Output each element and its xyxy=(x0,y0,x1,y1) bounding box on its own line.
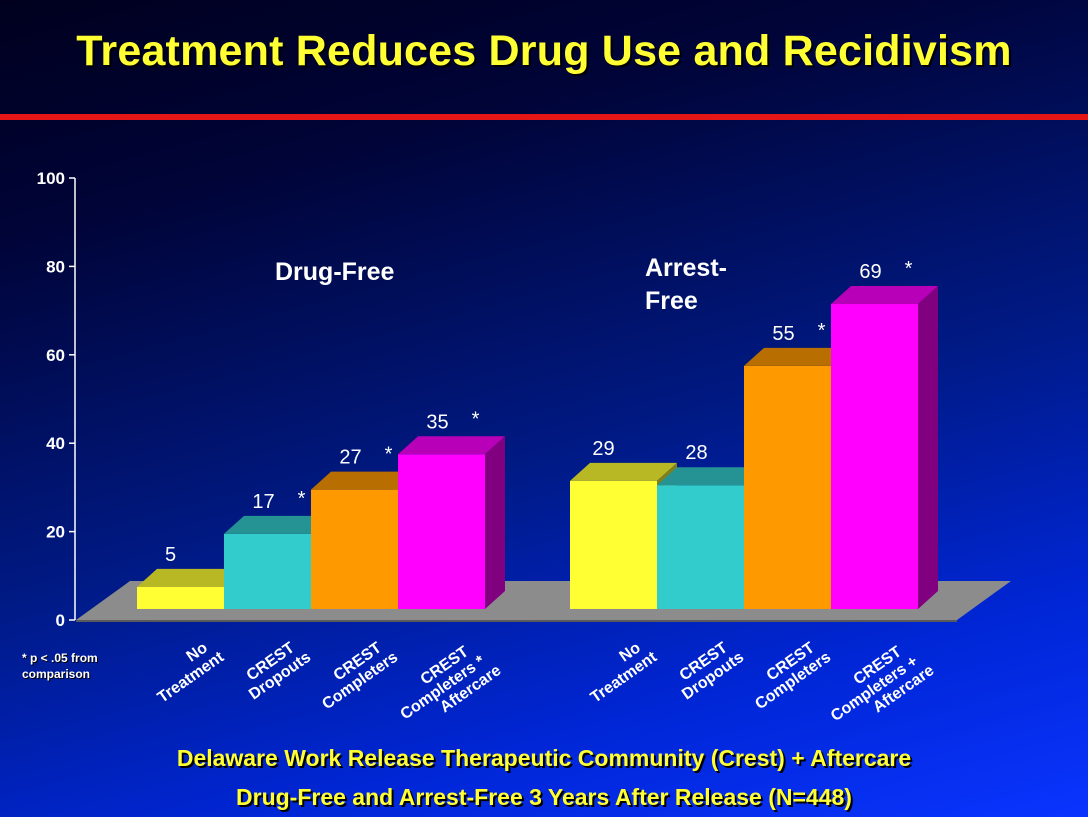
bar xyxy=(657,485,744,609)
chart-floor-edge xyxy=(509,620,957,622)
bar-top xyxy=(657,467,764,486)
significance-star: * xyxy=(298,488,306,510)
bar-top xyxy=(744,347,851,366)
bar xyxy=(744,365,831,609)
category-label: CRESTCompleters xyxy=(309,635,401,713)
footnote: * p < .05 from comparison xyxy=(22,651,98,681)
data-label: 5 xyxy=(165,544,176,566)
group-label-arrest-free: Arrest-Free xyxy=(645,254,727,315)
bar xyxy=(137,586,224,609)
bar xyxy=(311,489,398,609)
y-tick-label: 20 xyxy=(46,523,65,542)
title-divider xyxy=(0,114,1088,120)
slide-title: Treatment Reduces Drug Use and Recidivis… xyxy=(76,27,1012,75)
bar-side xyxy=(918,286,938,609)
significance-star: * xyxy=(472,408,480,430)
data-label: 17 xyxy=(252,491,274,513)
significance-star: * xyxy=(385,444,393,466)
data-label: 28 xyxy=(685,442,707,464)
bar-top xyxy=(311,471,418,490)
data-label: 55 xyxy=(772,323,794,345)
bar xyxy=(398,454,485,609)
data-label: 29 xyxy=(592,438,614,460)
bar-top xyxy=(831,286,938,305)
bar-top xyxy=(570,462,677,481)
category-label: NoTreatment xyxy=(578,634,661,706)
bar-side xyxy=(485,436,505,609)
significance-star: * xyxy=(905,258,913,280)
y-tick-label: 80 xyxy=(46,257,65,276)
y-tick-label: 60 xyxy=(46,346,65,365)
caption-outcome: Drug-Free and Arrest-Free 3 Years After … xyxy=(236,784,852,810)
data-label: 35 xyxy=(426,411,448,433)
category-label: NoTreatment xyxy=(145,634,228,706)
bar xyxy=(570,480,657,609)
bar-top xyxy=(224,515,331,534)
category-label: CRESTDropouts xyxy=(236,635,314,704)
bar xyxy=(831,304,918,609)
bar xyxy=(224,533,311,609)
caption-study: Delaware Work Release Therapeutic Commun… xyxy=(176,745,912,771)
y-tick-label: 100 xyxy=(37,169,65,188)
group-label-drug-free: Drug-Free xyxy=(275,258,395,286)
data-label: 69 xyxy=(859,261,881,283)
y-tick-label: 40 xyxy=(46,434,65,453)
category-label: CRESTDropouts xyxy=(669,635,747,704)
chart-floor-edge xyxy=(76,620,524,622)
data-label: 27 xyxy=(339,447,361,469)
bar-top xyxy=(137,568,244,587)
category-label: CRESTCompleters +Aftercare xyxy=(818,634,937,739)
significance-star: * xyxy=(818,320,826,342)
bar-top xyxy=(398,436,505,455)
y-tick-label: 0 xyxy=(56,611,65,630)
category-label: CRESTCompleters xyxy=(742,635,834,713)
category-label: CRESTCompleters *Aftercare xyxy=(388,634,505,737)
